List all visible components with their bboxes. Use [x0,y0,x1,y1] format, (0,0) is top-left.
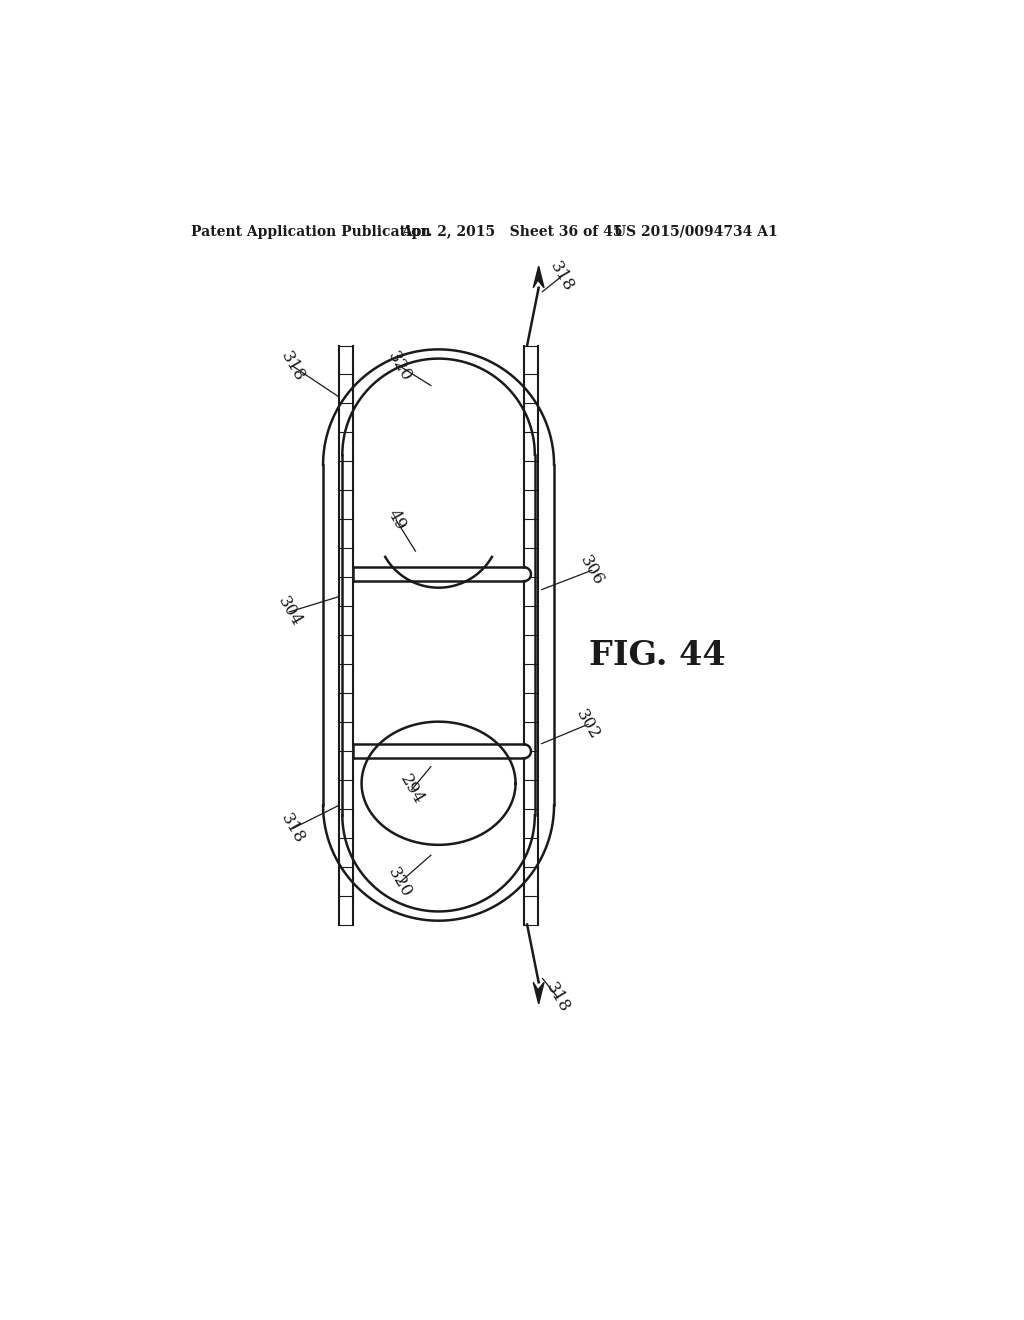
Text: 302: 302 [572,706,603,742]
Text: 318: 318 [547,259,578,294]
Text: 49: 49 [384,507,409,533]
Text: 306: 306 [577,552,607,589]
Text: 318: 318 [278,348,308,384]
Text: 320: 320 [385,348,416,384]
Polygon shape [524,744,531,758]
Polygon shape [534,982,544,1003]
Polygon shape [353,744,524,758]
Text: 318: 318 [543,979,573,1016]
Text: FIG. 44: FIG. 44 [589,639,725,672]
Polygon shape [524,568,531,581]
Text: 318: 318 [278,810,308,846]
Text: 304: 304 [273,594,304,630]
Polygon shape [534,267,544,288]
Polygon shape [353,568,524,581]
Text: 294: 294 [396,772,427,808]
Text: US 2015/0094734 A1: US 2015/0094734 A1 [614,224,778,239]
Text: Apr. 2, 2015   Sheet 36 of 45: Apr. 2, 2015 Sheet 36 of 45 [401,224,623,239]
Text: Patent Application Publication: Patent Application Publication [190,224,430,239]
Text: 320: 320 [385,865,416,900]
